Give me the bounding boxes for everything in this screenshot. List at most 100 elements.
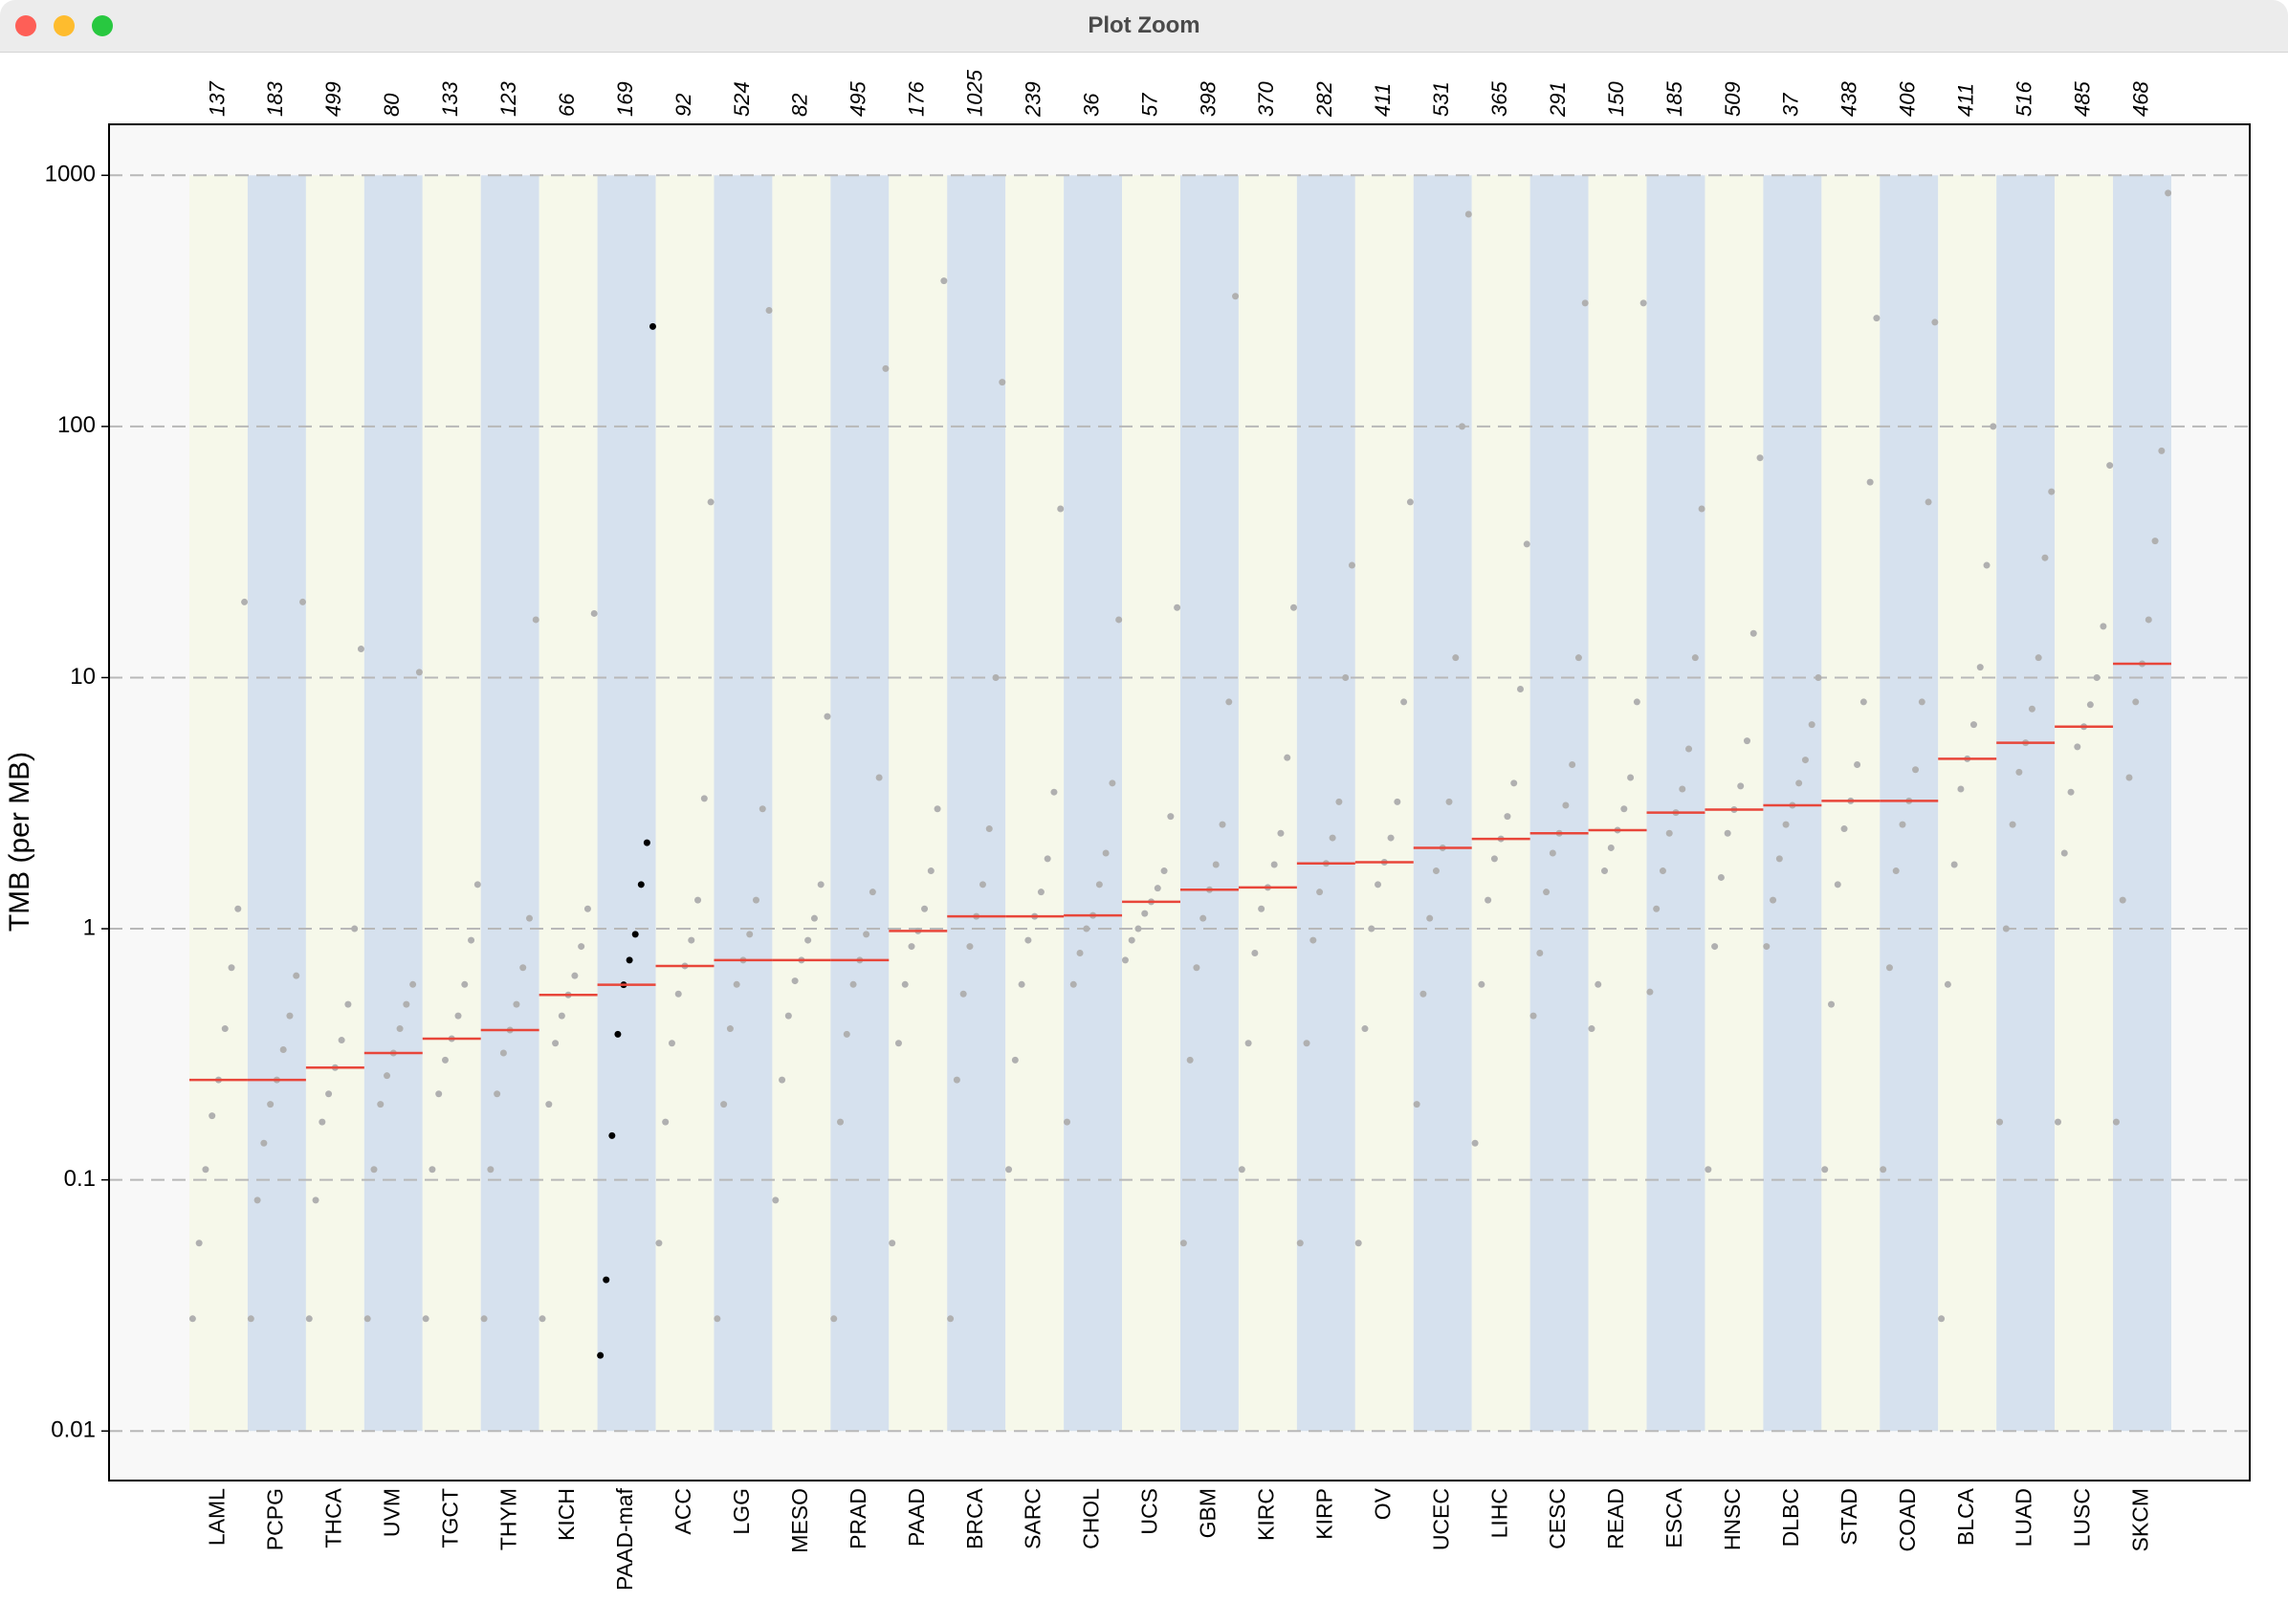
close-button[interactable] xyxy=(15,15,36,36)
sample-point xyxy=(1899,821,1906,828)
sample-point xyxy=(525,914,533,922)
sample-point xyxy=(2165,189,2172,197)
sample-point xyxy=(1918,698,1925,706)
sample-point xyxy=(1691,654,1699,662)
sample-point xyxy=(1931,318,1939,326)
sample-point xyxy=(643,839,650,846)
minimize-button[interactable] xyxy=(54,15,75,36)
y-axis-label: TMB (per MB) xyxy=(4,752,35,932)
sample-point xyxy=(733,980,740,988)
sample-count: 183 xyxy=(263,81,287,117)
sample-point xyxy=(2074,743,2081,751)
x-tick-label: THYM xyxy=(495,1488,520,1550)
sample-count: 485 xyxy=(2070,81,2094,117)
sample-point xyxy=(1873,315,1881,322)
band xyxy=(597,175,656,1432)
x-tick-label: KIRP xyxy=(1311,1488,1336,1540)
sample-point xyxy=(1212,861,1220,868)
sample-point xyxy=(921,905,929,912)
sample-point xyxy=(1581,299,1589,307)
sample-point xyxy=(2119,896,2126,904)
sample-point xyxy=(626,956,633,964)
band xyxy=(2055,175,2114,1432)
sample-point xyxy=(1885,964,1893,972)
sample-point xyxy=(631,931,639,938)
sample-count: 92 xyxy=(671,94,695,117)
sample-point xyxy=(1821,1166,1829,1174)
zoom-button[interactable] xyxy=(92,15,113,36)
x-tick-label: MESO xyxy=(787,1488,812,1553)
sample-point xyxy=(765,306,773,314)
sample-point xyxy=(1976,664,1984,671)
sample-point xyxy=(1595,980,1602,988)
sample-point xyxy=(2093,673,2101,681)
sample-point xyxy=(1348,561,1355,569)
x-tick-label: CESC xyxy=(1545,1488,1570,1549)
sample-count: 438 xyxy=(1837,81,1861,117)
sample-point xyxy=(1880,1166,1887,1174)
sample-point xyxy=(1219,821,1226,828)
sample-count: 282 xyxy=(1312,81,1336,118)
sample-point xyxy=(1141,910,1149,917)
sample-point xyxy=(1095,881,1103,889)
x-tick-label: ACC xyxy=(671,1488,695,1535)
band xyxy=(422,175,481,1432)
band xyxy=(1705,175,1764,1432)
sample-point xyxy=(875,774,883,781)
sample-point xyxy=(480,1315,488,1323)
sample-point xyxy=(1912,766,1920,774)
sample-point xyxy=(824,713,831,720)
sample-point xyxy=(319,1118,326,1126)
sample-point xyxy=(1057,505,1065,513)
y-tick-label: 1 xyxy=(83,914,96,940)
sample-count: 185 xyxy=(1662,81,1686,117)
sample-point xyxy=(1490,855,1498,863)
band xyxy=(189,175,248,1432)
sample-point xyxy=(1679,785,1686,793)
sample-point xyxy=(688,936,695,944)
sample-count: 370 xyxy=(1254,81,1278,117)
x-tick-label: PRAD xyxy=(846,1488,870,1549)
sample-point xyxy=(694,896,702,904)
chart: TMB (per MB) 0.01 0.1 1 10 100 1000 LAML 137 PCP… xyxy=(4,69,2251,1591)
sample-point xyxy=(1485,896,1492,904)
sample-count: 66 xyxy=(555,93,579,117)
sample-point xyxy=(720,1101,728,1108)
sample-point xyxy=(1569,761,1576,769)
sample-point xyxy=(1160,867,1168,875)
sample-point xyxy=(422,1315,429,1323)
band xyxy=(1180,175,1239,1432)
band xyxy=(247,175,306,1432)
sample-point xyxy=(1944,980,1951,988)
sample-count: 509 xyxy=(1721,81,1745,117)
sample-point xyxy=(1238,1166,1245,1174)
sample-point xyxy=(2035,654,2042,662)
sample-point xyxy=(901,980,909,988)
sample-point xyxy=(1639,299,1647,307)
sample-point xyxy=(513,1000,520,1008)
sample-point xyxy=(953,1076,960,1084)
sample-point xyxy=(1516,685,1524,692)
sample-count: 531 xyxy=(1429,81,1453,117)
sample-point xyxy=(1717,873,1725,881)
x-tick-label: PCPG xyxy=(262,1488,287,1550)
y-tick-label: 1000 xyxy=(45,162,96,187)
sample-point xyxy=(1892,867,1900,875)
sample-point xyxy=(1685,745,1693,753)
sample-point xyxy=(2112,1118,2120,1126)
sample-point xyxy=(1309,936,1317,944)
sample-point xyxy=(1102,849,1110,857)
sample-point xyxy=(1128,936,1135,944)
band xyxy=(363,175,423,1432)
sample-point xyxy=(603,1276,610,1284)
sample-point xyxy=(1109,779,1116,787)
sample-point xyxy=(494,1090,501,1098)
y-tick-label: 10 xyxy=(70,664,96,690)
sample-point xyxy=(384,1072,391,1080)
sample-point xyxy=(700,795,708,802)
sample-point xyxy=(1834,881,1841,889)
sample-point xyxy=(649,322,656,330)
sample-count: 57 xyxy=(1137,93,1161,117)
sample-count: 1025 xyxy=(963,69,987,117)
sample-point xyxy=(1244,1040,1252,1047)
